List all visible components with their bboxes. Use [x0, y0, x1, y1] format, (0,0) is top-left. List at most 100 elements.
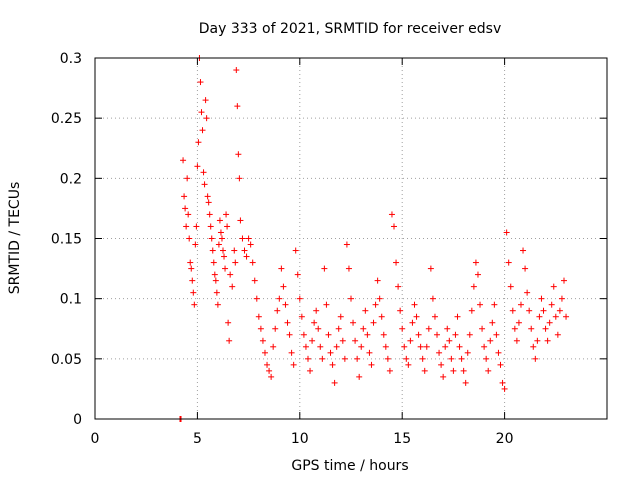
- data-point: [542, 325, 549, 332]
- data-point: [446, 337, 453, 344]
- data-point: [419, 355, 426, 362]
- data-point: [217, 229, 224, 236]
- data-point: [315, 325, 322, 332]
- data-point: [372, 301, 379, 308]
- data-point: [343, 241, 350, 248]
- data-point: [311, 319, 318, 326]
- data-point: [391, 223, 398, 230]
- data-point: [436, 349, 443, 356]
- data-point: [368, 361, 375, 368]
- y-tick-label: 0.25: [51, 111, 82, 127]
- data-point: [405, 361, 412, 368]
- y-tick-label: 0.1: [60, 292, 82, 308]
- data-point: [300, 331, 307, 338]
- y-tick-label: 0.05: [51, 352, 82, 368]
- data-point: [182, 205, 189, 212]
- data-point: [558, 295, 565, 302]
- data-point: [183, 223, 190, 230]
- data-point: [259, 337, 266, 344]
- data-point: [187, 259, 194, 266]
- data-point: [261, 349, 268, 356]
- data-point: [464, 349, 471, 356]
- chart-title: Day 333 of 2021, SRMTID for receiver eds…: [199, 21, 502, 37]
- data-point: [329, 361, 336, 368]
- data-point: [284, 319, 291, 326]
- data-point: [206, 211, 213, 218]
- data-point: [203, 115, 210, 122]
- data-point: [452, 331, 459, 338]
- data-point: [216, 217, 223, 224]
- data-point: [220, 247, 226, 254]
- data-point: [280, 283, 287, 290]
- data-point: [276, 295, 283, 302]
- data-point: [448, 355, 455, 362]
- data-point: [393, 259, 400, 266]
- data-point: [341, 355, 348, 362]
- data-point: [470, 283, 477, 290]
- data-point: [202, 97, 209, 104]
- data-point: [399, 325, 406, 332]
- data-point: [378, 313, 385, 320]
- data-point: [223, 211, 230, 218]
- data-point: [232, 259, 239, 266]
- data-point: [503, 229, 510, 236]
- axis-ticks: [94, 57, 607, 420]
- data-point: [348, 295, 354, 302]
- data-point: [211, 271, 218, 278]
- data-point: [224, 223, 231, 230]
- data-point: [181, 193, 188, 200]
- data-point: [194, 163, 201, 170]
- data-point: [193, 223, 200, 230]
- data-point: [229, 283, 236, 290]
- data-point: [186, 235, 193, 242]
- x-tick-label: 15: [393, 431, 411, 447]
- data-point: [208, 235, 215, 242]
- data-point: [472, 259, 479, 266]
- data-point: [489, 319, 496, 326]
- data-point: [425, 325, 432, 332]
- data-point: [491, 301, 498, 308]
- data-point: [362, 307, 369, 314]
- data-point: [511, 325, 518, 332]
- data-point: [253, 295, 260, 302]
- data-point: [185, 211, 192, 218]
- data-point: [546, 319, 553, 326]
- data-point: [335, 325, 342, 332]
- data-point: [388, 211, 395, 218]
- data-point: [227, 271, 234, 278]
- x-tick-label: 0: [91, 431, 100, 447]
- y-tick-label: 0: [73, 412, 82, 428]
- axis-tick-labels: 0 0.05 0.1 0.15 0.2 0.25 0.3 0 5 10 15 20: [51, 51, 514, 447]
- data-point: [429, 295, 436, 302]
- data-point: [534, 337, 541, 344]
- data-point: [222, 265, 229, 272]
- data-point: [495, 349, 502, 356]
- data-point: [298, 313, 305, 320]
- data-point: [497, 361, 504, 368]
- data-point: [350, 319, 357, 326]
- data-point: [214, 301, 221, 308]
- data-point: [180, 157, 187, 164]
- data-point: [360, 325, 367, 332]
- data-point: [189, 277, 196, 284]
- data-point: [376, 295, 383, 302]
- data-point: [536, 313, 543, 320]
- data-point: [255, 313, 262, 320]
- data-point: [423, 343, 430, 350]
- data-point: [493, 331, 500, 338]
- data-point: [538, 295, 545, 302]
- data-point: [272, 325, 279, 332]
- data-point: [370, 319, 377, 326]
- data-point: [421, 367, 428, 374]
- data-point: [270, 343, 277, 350]
- data-point: [554, 331, 561, 338]
- data-point: [190, 289, 197, 296]
- x-tick-label: 10: [291, 431, 309, 447]
- data-point: [401, 343, 408, 350]
- x-tick-label: 5: [193, 431, 202, 447]
- data-point: [517, 301, 524, 308]
- data-point: [294, 271, 301, 278]
- x-axis-label: GPS time / hours: [291, 458, 408, 474]
- data-point: [458, 355, 465, 362]
